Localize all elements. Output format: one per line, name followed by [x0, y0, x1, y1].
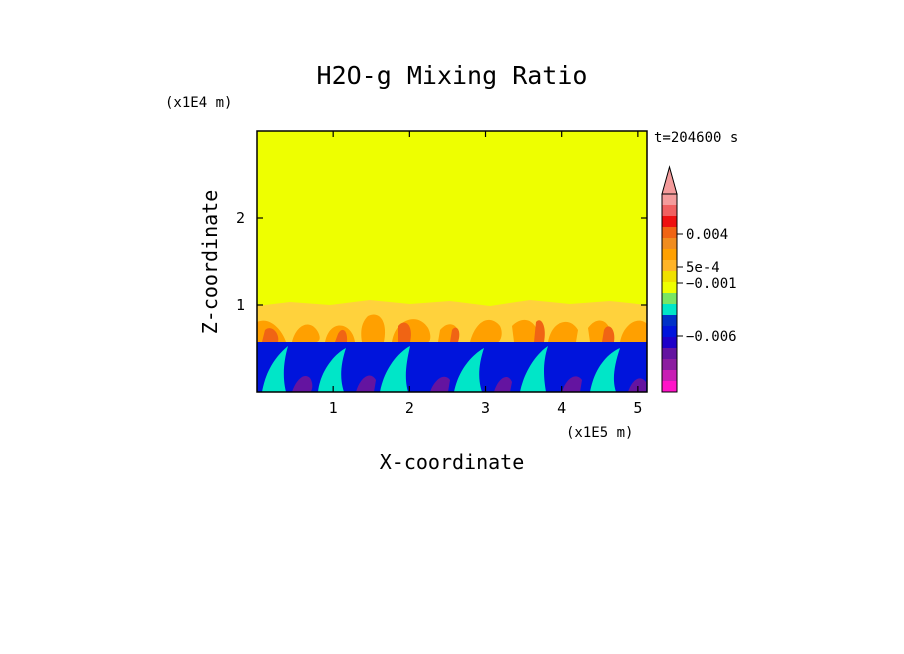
colorbar-level	[662, 315, 677, 326]
colorbar-extend-arrow	[661, 165, 678, 195]
y-tick-label: 2	[236, 209, 245, 227]
x-axis-units: (x1E5 m)	[566, 425, 633, 441]
x-tick-label: 3	[481, 399, 490, 417]
colorbar-level	[662, 194, 677, 205]
lower-layer-field	[257, 342, 647, 392]
colorbar-level	[662, 216, 677, 227]
colorbar-level	[662, 205, 677, 216]
colorbar-level	[662, 238, 677, 249]
colorbar-level	[662, 293, 677, 304]
x-axis-ticks: 1 2 3 4 5	[329, 131, 642, 417]
timestamp-label: t=204600 s	[654, 130, 738, 146]
lower-layer-plumes	[262, 346, 620, 392]
colorbar: 0.004 5e-4−0.001 −0.006	[661, 165, 737, 393]
x-axis-label: X-coordinate	[380, 450, 525, 474]
x-tick-label: 1	[329, 399, 338, 417]
colorbar-level	[662, 249, 677, 260]
colorbar-level	[662, 337, 677, 348]
lower-layer-troughs	[292, 375, 646, 392]
x-tick-label: 4	[557, 399, 566, 417]
x-tick-label: 5	[633, 399, 642, 417]
colorbar-label: 5e-4	[686, 260, 720, 276]
y-axis-units: (x1E4 m)	[165, 95, 232, 111]
colorbar-level	[662, 271, 677, 282]
y-axis-label: Z-coordinate	[198, 190, 222, 335]
mixed-layer-cores	[262, 320, 615, 342]
chart-title: H2O-g Mixing Ratio	[317, 61, 588, 90]
plot-area	[257, 131, 647, 392]
colorbar-level	[662, 381, 677, 392]
y-tick-label: 1	[236, 296, 245, 314]
colorbar-level	[662, 304, 677, 315]
colorbar-level	[662, 260, 677, 271]
plot-frame	[256, 130, 648, 393]
colorbar-level	[662, 227, 677, 238]
colorbar-level	[662, 348, 677, 359]
colorbar-level	[662, 282, 677, 293]
colorbar-label: −0.001	[686, 276, 737, 292]
x-tick-label: 2	[405, 399, 414, 417]
y-axis-ticks: 12	[236, 209, 647, 314]
colorbar-level	[662, 359, 677, 370]
colorbar-label: 0.004	[686, 227, 728, 243]
colorbar-level	[662, 370, 677, 381]
colorbar-frame	[661, 193, 678, 393]
colorbar-level	[662, 326, 677, 337]
colorbar-label: −0.006	[686, 329, 737, 345]
